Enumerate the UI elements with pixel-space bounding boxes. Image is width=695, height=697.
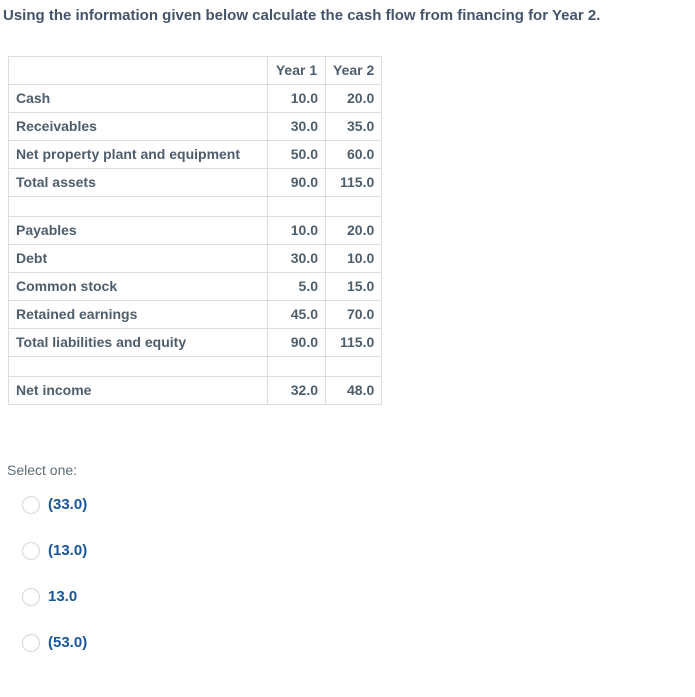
row-label: Debt	[8, 244, 268, 273]
row-label: Total liabilities and equity	[8, 328, 268, 357]
option-label: (53.0)	[48, 634, 88, 651]
radio-button-icon[interactable]	[22, 495, 40, 514]
year2-value	[324, 196, 383, 217]
option-label: (13.0)	[48, 542, 88, 559]
balance-sheet-table: Year 1 Year 2 Cash 10.0 20.0 Receivables 30.…	[8, 56, 383, 405]
row-label: Receivables	[8, 112, 268, 141]
year1-value	[267, 356, 326, 377]
radio-button-icon[interactable]	[22, 541, 40, 560]
table-row: Total assets 90.0 115.0	[8, 168, 383, 197]
year2-value: 20.0	[324, 84, 383, 113]
radio-button-icon[interactable]	[22, 587, 40, 606]
table-row: Retained earnings 45.0 70.0	[8, 300, 383, 329]
year2-value: 115.0	[324, 168, 383, 197]
row-label	[8, 356, 268, 377]
year2-value: 48.0	[324, 376, 383, 405]
row-label: Retained earnings	[8, 300, 268, 329]
answer-option-2[interactable]: (13.0)	[22, 541, 687, 560]
table-spacer-row	[8, 356, 383, 377]
table-row: Net property plant and equipment 50.0 60.0	[8, 140, 383, 169]
year2-header: Year 2	[324, 56, 383, 85]
row-label: Net income	[8, 376, 268, 405]
year1-value: 45.0	[267, 300, 326, 329]
year2-value: 35.0	[324, 112, 383, 141]
year2-value: 70.0	[324, 300, 383, 329]
table-row: Debt 30.0 10.0	[8, 244, 383, 273]
row-label	[8, 196, 268, 217]
answer-options: (33.0) (13.0) 13.0 (53.0)	[22, 495, 687, 652]
year2-value: 15.0	[324, 272, 383, 301]
year1-value: 30.0	[267, 244, 326, 273]
year1-value: 90.0	[267, 168, 326, 197]
year1-value: 30.0	[267, 112, 326, 141]
empty-header-cell	[8, 56, 268, 85]
year1-value	[267, 196, 326, 217]
answer-option-3[interactable]: 13.0	[22, 587, 687, 606]
year1-value: 50.0	[267, 140, 326, 169]
table-row: Receivables 30.0 35.0	[8, 112, 383, 141]
year1-value: 10.0	[267, 84, 326, 113]
row-label: Cash	[8, 84, 268, 113]
year2-value: 10.0	[324, 244, 383, 273]
balance-sheet-body: Cash 10.0 20.0 Receivables 30.0 35.0 Net prope…	[8, 84, 383, 405]
year2-value: 115.0	[324, 328, 383, 357]
radio-button-icon[interactable]	[22, 633, 40, 652]
table-row: Total liabilities and equity 90.0 115.0	[8, 328, 383, 357]
year1-value: 10.0	[267, 216, 326, 245]
row-label: Common stock	[8, 272, 268, 301]
question-title: Using the information given below calcul…	[3, 7, 601, 24]
year1-value: 90.0	[267, 328, 326, 357]
row-label: Net property plant and equipment	[8, 140, 268, 169]
table-header-row: Year 1 Year 2	[8, 56, 383, 85]
table-spacer-row	[8, 196, 383, 217]
year1-header: Year 1	[267, 56, 326, 85]
table-row: Payables 10.0 20.0	[8, 216, 383, 245]
year2-value: 20.0	[324, 216, 383, 245]
row-label: Total assets	[8, 168, 268, 197]
table-row: Cash 10.0 20.0	[8, 84, 383, 113]
row-label: Payables	[8, 216, 268, 245]
answer-option-4[interactable]: (53.0)	[22, 633, 687, 652]
option-label: (33.0)	[48, 496, 88, 513]
year1-value: 32.0	[267, 376, 326, 405]
option-label: 13.0	[48, 588, 78, 605]
answer-option-1[interactable]: (33.0)	[22, 495, 687, 514]
table-row: Net income 32.0 48.0	[8, 376, 383, 405]
select-one-prompt: Select one:	[7, 462, 78, 478]
year2-value	[324, 356, 383, 377]
table-row: Common stock 5.0 15.0	[8, 272, 383, 301]
year2-value: 60.0	[324, 140, 383, 169]
year1-value: 5.0	[267, 272, 326, 301]
